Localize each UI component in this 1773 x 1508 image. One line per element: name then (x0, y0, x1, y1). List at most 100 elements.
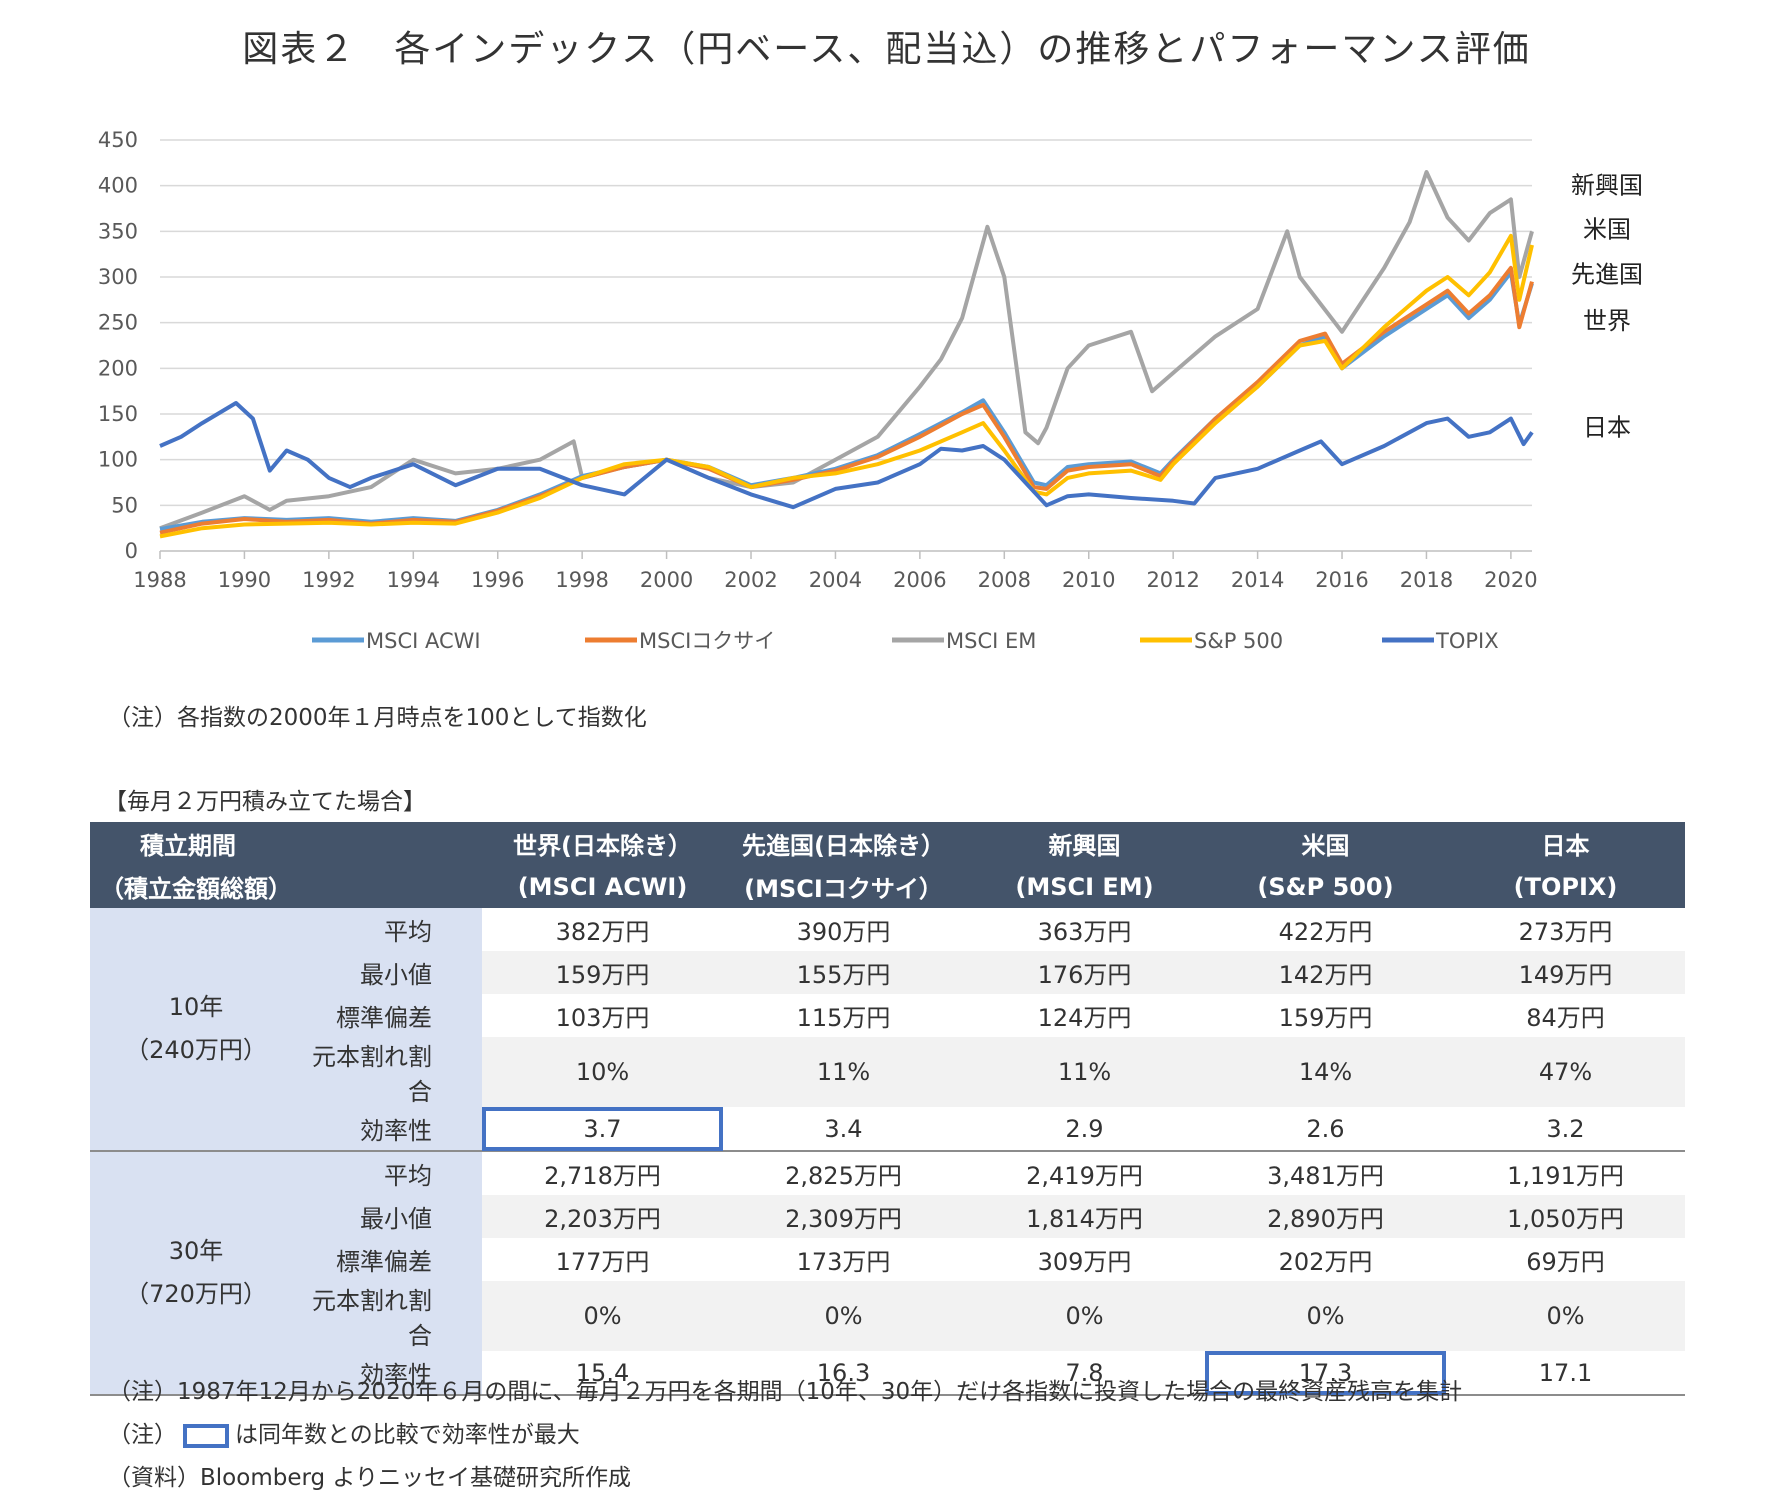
table-cell: 149万円 (1446, 951, 1685, 994)
legend-label: S&P 500 (1194, 629, 1283, 653)
x-tick-label: 2012 (1146, 568, 1199, 592)
chart-grid (160, 139, 1532, 552)
header-topix: 日本 (1446, 822, 1685, 865)
table-row: 標準偏差 103万円 115万円 124万円 159万円 84万円 (90, 994, 1685, 1037)
series-line-msci-em (159, 170, 1534, 531)
table-row: 標準偏差 177万円 173万円 309万円 202万円 69万円 (90, 1238, 1685, 1281)
table-cell: 0% (964, 1281, 1205, 1351)
x-tick-label: 1994 (387, 568, 440, 592)
table-cell: 1,050万円 (1446, 1195, 1685, 1238)
series-line-topix (159, 401, 1534, 510)
table-cell: 115万円 (796, 1004, 891, 1032)
table-cell: 16.3 (723, 1351, 964, 1396)
table-cell: 202万円 (1278, 1248, 1373, 1276)
table-cell: 3.7 (482, 1107, 723, 1152)
metric-label: 元本割れ割合 (302, 1037, 482, 1107)
header-sp500: 米国 (1205, 822, 1446, 865)
header-kokusai-sub: (MSCIコクサイ） (723, 865, 964, 908)
y-tick-label: 50 (111, 493, 138, 517)
x-tick-label: 2014 (1231, 568, 1284, 592)
header-acwi: 世界(日本除き） (482, 822, 723, 865)
x-tick-label: 1996 (471, 568, 524, 592)
region-label: 日本 (1583, 414, 1631, 442)
table-cell: 2.9 (964, 1107, 1205, 1152)
table-cell: 11% (964, 1037, 1205, 1107)
footnote-method: （注）1987年12月から2020年６月の間に、毎月２万円を各期間（10年、30… (108, 1379, 1463, 1405)
metric-label: 標準偏差 (302, 994, 482, 1037)
table-cell: 3,481万円 (1267, 1162, 1384, 1190)
table-cell: 7.8 (964, 1351, 1205, 1396)
table-row: 効率性 15.4 16.3 7.8 17.3 17.1 (90, 1351, 1685, 1396)
header-em-sub: (MSCI EM) (964, 865, 1205, 908)
metric-label: 平均 (302, 1151, 482, 1195)
x-tick-label: 2004 (809, 568, 862, 592)
x-tick-label: 1988 (133, 568, 186, 592)
table-cell: 173万円 (796, 1248, 891, 1276)
period-years: 30年 (168, 1237, 224, 1265)
header-topix-sub: (TOPIX) (1446, 865, 1685, 908)
metric-label: 平均 (302, 908, 482, 951)
y-tick-label: 100 (98, 448, 138, 472)
x-tick-label: 1990 (218, 568, 271, 592)
table-row: 元本割れ割合 0% 0% 0% 0% 0% (90, 1281, 1685, 1351)
table-cell: 159万円 (482, 951, 723, 994)
region-label: 新興国 (1571, 172, 1643, 200)
table-cell: 2,718万円 (544, 1162, 661, 1190)
table-title: 【毎月２万円積み立てた場合】 (104, 789, 426, 815)
y-tick-label: 250 (98, 311, 138, 335)
table-row: 最小値 159万円 155万円 176万円 142万円 149万円 (90, 951, 1685, 994)
table-cell: 309万円 (1037, 1248, 1132, 1276)
series-line-msci- (159, 265, 1534, 535)
x-tick-label: 2000 (640, 568, 693, 592)
table-cell: 2,309万円 (723, 1195, 964, 1238)
table-cell: 0% (1205, 1281, 1446, 1351)
table-cell: 1,191万円 (1507, 1162, 1624, 1190)
table-cell: 14% (1205, 1037, 1446, 1107)
region-label: 米国 (1583, 216, 1631, 244)
metric-label: 最小値 (302, 1195, 482, 1238)
table-cell: 84万円 (1526, 1004, 1605, 1032)
footnote-source: （資料）Bloomberg よりニッセイ基礎研究所作成 (108, 1465, 631, 1491)
period-cell: 30年 （720万円） (90, 1151, 302, 1396)
table-cell: 47% (1446, 1037, 1685, 1107)
y-tick-label: 350 (98, 219, 138, 243)
x-tick-label: 1998 (555, 568, 608, 592)
footnote-highlight: （注） は同年数との比較で効率性が最大 (108, 1415, 580, 1449)
period-cell: 10年 （240万円） (90, 908, 302, 1152)
legend-label: MSCI ACWI (366, 629, 481, 653)
legend-label: MSCIコクサイ (639, 629, 775, 653)
table-cell: 15.4 (482, 1351, 723, 1396)
table-cell: 0% (723, 1281, 964, 1351)
y-tick-label: 300 (98, 265, 138, 289)
x-tick-label: 2008 (978, 568, 1031, 592)
x-tick-label: 2018 (1400, 568, 1453, 592)
region-label: 先進国 (1571, 260, 1643, 288)
x-tick-label: 2006 (893, 568, 946, 592)
chart-lines (159, 170, 1534, 539)
table-cell: 2,890万円 (1205, 1195, 1446, 1238)
table-cell: 382万円 (555, 918, 650, 946)
table-cell: 159万円 (1278, 1004, 1373, 1032)
header-acwi-sub: (MSCI ACWI) (482, 865, 723, 908)
line-chart: 0 50 100 150 200 250 300 350 400 450 1988 1990 1992 1… (98, 128, 1643, 653)
header-em: 新興国 (964, 822, 1205, 865)
table-cell: 2.6 (1205, 1107, 1446, 1152)
table-row: 30年 （720万円） 平均 2,718万円 2,825万円 2,419万円 3,481万円… (90, 1151, 1685, 1396)
legend-label: TOPIX (1435, 629, 1499, 653)
metric-label: 最小値 (302, 951, 482, 994)
metric-label: 効率性 (302, 1107, 482, 1152)
table-header-row-1: 積立期間 世界(日本除き） 先進国(日本除き） 新興国 米国 日本 (90, 822, 1685, 865)
highlight-box-icon (183, 1423, 229, 1448)
performance-table: 積立期間 世界(日本除き） 先進国(日本除き） 新興国 米国 日本 （積立金額総… (90, 822, 1685, 1396)
header-sp500-sub: (S&P 500) (1205, 865, 1446, 908)
table-cell: 124万円 (1037, 1004, 1132, 1032)
x-tick-label: 2010 (1062, 568, 1115, 592)
period-total: （240万円） (125, 1036, 267, 1064)
table-row: 10年 （240万円） 平均 382万円 390万円 363万円 422万円 273万円 (90, 908, 1685, 1152)
y-tick-label: 150 (98, 402, 138, 426)
table-row: 最小値 2,203万円 2,309万円 1,814万円 2,890万円 1,050万円 (90, 1195, 1685, 1238)
y-tick-label: 400 (98, 174, 138, 198)
table-cell: 1,814万円 (964, 1195, 1205, 1238)
footnote-highlight-text: は同年数との比較で効率性が最大 (235, 1422, 580, 1448)
